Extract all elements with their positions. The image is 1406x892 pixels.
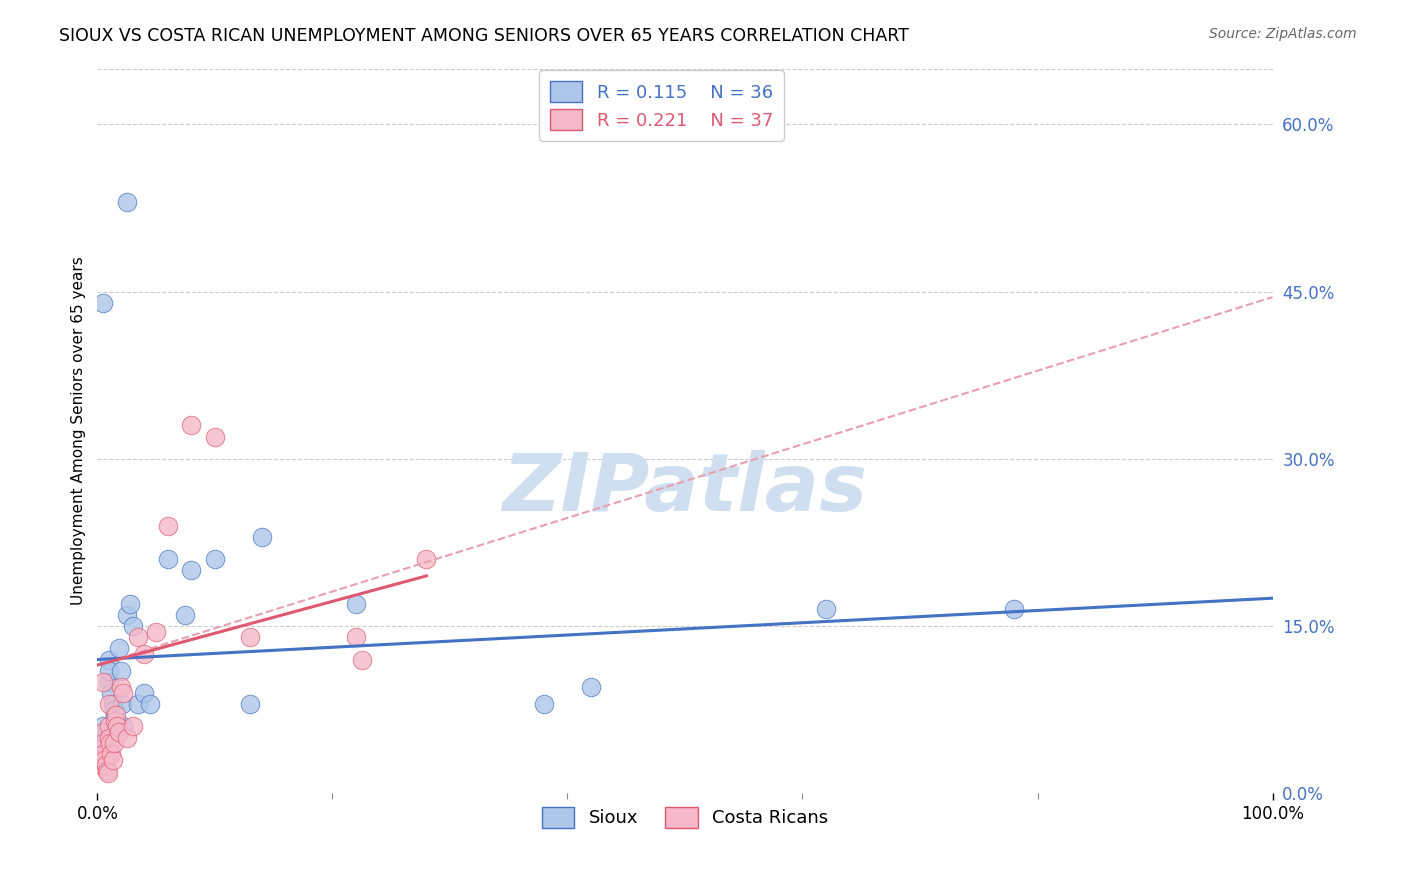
Point: [91, 753, 114, 767]
Point: [104, 708, 127, 723]
Point: [134, 686, 156, 700]
Point: [98, 731, 121, 745]
Point: [180, 563, 202, 577]
Point: [90, 753, 112, 767]
Point: [101, 697, 124, 711]
Point: [107, 725, 129, 739]
Point: [90, 758, 112, 772]
Point: [415, 552, 437, 566]
Point: [91, 674, 114, 689]
Point: [96, 764, 118, 778]
Point: [579, 681, 602, 695]
Point: [104, 714, 127, 728]
Point: [105, 708, 128, 723]
Point: [134, 647, 156, 661]
Point: [100, 747, 122, 762]
Point: [204, 552, 226, 566]
Point: [93, 725, 115, 739]
Point: [91, 295, 114, 310]
Point: [97, 766, 120, 780]
Point: [156, 552, 179, 566]
Point: [91, 741, 114, 756]
Point: [91, 736, 114, 750]
Point: [105, 719, 128, 733]
Point: [100, 686, 122, 700]
Point: [239, 630, 262, 644]
Point: [98, 697, 121, 711]
Point: [121, 719, 143, 733]
Point: [814, 602, 837, 616]
Point: [110, 681, 132, 695]
Point: [98, 652, 121, 666]
Point: [174, 607, 197, 622]
Point: [344, 597, 367, 611]
Point: [115, 607, 138, 622]
Point: [105, 714, 128, 728]
Point: [120, 597, 142, 611]
Point: [250, 530, 273, 544]
Point: [139, 697, 162, 711]
Point: [1002, 602, 1025, 616]
Point: [105, 719, 128, 733]
Point: [103, 736, 125, 750]
Point: [101, 753, 124, 767]
Point: [127, 630, 149, 644]
Point: [239, 697, 262, 711]
Point: [97, 747, 120, 762]
Point: [180, 418, 202, 433]
Point: [115, 731, 138, 745]
Point: [121, 619, 143, 633]
Point: [344, 630, 367, 644]
Point: [111, 697, 134, 711]
Point: [94, 736, 117, 750]
Point: [94, 758, 117, 772]
Legend: Sioux, Costa Ricans: Sioux, Costa Ricans: [534, 800, 835, 835]
Point: [98, 664, 121, 678]
Text: ZIPatlas: ZIPatlas: [502, 450, 868, 528]
Point: [96, 741, 118, 756]
Y-axis label: Unemployment Among Seniors over 65 years: Unemployment Among Seniors over 65 years: [72, 257, 86, 606]
Point: [107, 641, 129, 656]
Point: [98, 719, 121, 733]
Text: SIOUX VS COSTA RICAN UNEMPLOYMENT AMONG SENIORS OVER 65 YEARS CORRELATION CHART: SIOUX VS COSTA RICAN UNEMPLOYMENT AMONG …: [59, 27, 908, 45]
Point: [93, 753, 115, 767]
Point: [127, 697, 149, 711]
Point: [91, 725, 114, 739]
Point: [533, 697, 555, 711]
Point: [156, 518, 179, 533]
Point: [91, 731, 114, 745]
Point: [350, 652, 373, 666]
Point: [115, 195, 138, 210]
Point: [204, 429, 226, 443]
Point: [98, 736, 121, 750]
Point: [98, 674, 121, 689]
Point: [110, 664, 132, 678]
Point: [91, 719, 114, 733]
Point: [112, 686, 135, 700]
Point: [103, 703, 125, 717]
Point: [145, 624, 167, 639]
Text: Source: ZipAtlas.com: Source: ZipAtlas.com: [1209, 27, 1357, 41]
Point: [91, 747, 114, 762]
Point: [112, 719, 135, 733]
